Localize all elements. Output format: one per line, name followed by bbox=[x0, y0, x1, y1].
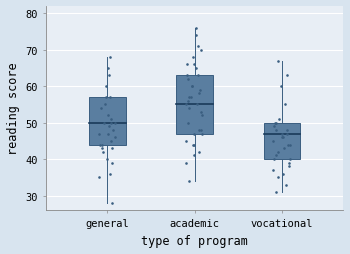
Point bbox=[101, 121, 107, 125]
Point bbox=[273, 128, 279, 132]
Point bbox=[284, 128, 289, 132]
Point bbox=[108, 139, 113, 143]
Point bbox=[271, 168, 276, 172]
Point bbox=[286, 161, 292, 165]
Point bbox=[99, 147, 105, 151]
Point bbox=[196, 45, 201, 49]
X-axis label: type of program: type of program bbox=[141, 234, 248, 247]
Point bbox=[113, 136, 118, 140]
Point bbox=[194, 34, 199, 38]
Point bbox=[189, 96, 194, 100]
Point bbox=[194, 67, 199, 71]
Point bbox=[107, 56, 113, 60]
Point bbox=[273, 154, 279, 158]
Bar bbox=[89, 98, 126, 145]
Point bbox=[183, 103, 189, 107]
Point bbox=[105, 157, 110, 162]
Point bbox=[190, 56, 196, 60]
Point bbox=[284, 132, 289, 136]
Point bbox=[108, 118, 114, 122]
Point bbox=[282, 103, 288, 107]
Point bbox=[280, 172, 285, 176]
Point bbox=[199, 114, 204, 118]
Point bbox=[271, 157, 277, 162]
Point bbox=[186, 179, 192, 183]
Point bbox=[185, 77, 191, 82]
Point bbox=[198, 49, 204, 53]
Point bbox=[196, 128, 202, 132]
Point bbox=[276, 118, 281, 122]
Point bbox=[103, 103, 108, 107]
Point bbox=[112, 121, 118, 125]
Point bbox=[104, 96, 109, 100]
Point bbox=[281, 147, 287, 151]
Point bbox=[96, 176, 102, 180]
Point bbox=[284, 183, 289, 187]
Point bbox=[275, 176, 281, 180]
Point bbox=[196, 74, 201, 78]
Point bbox=[110, 128, 116, 132]
Point bbox=[192, 132, 197, 136]
Point bbox=[109, 201, 115, 205]
Point bbox=[108, 121, 114, 125]
Point bbox=[199, 132, 205, 136]
Point bbox=[287, 157, 293, 162]
Point bbox=[280, 136, 285, 140]
Point bbox=[190, 143, 196, 147]
Point bbox=[186, 107, 192, 111]
Point bbox=[189, 85, 194, 89]
Point bbox=[185, 99, 191, 103]
Point bbox=[271, 125, 277, 129]
Point bbox=[197, 88, 203, 92]
Point bbox=[107, 172, 113, 176]
Point bbox=[279, 132, 285, 136]
Point bbox=[96, 132, 101, 136]
Bar bbox=[176, 76, 213, 134]
Point bbox=[191, 63, 197, 67]
Point bbox=[98, 107, 104, 111]
Point bbox=[191, 154, 197, 158]
Point bbox=[109, 147, 115, 151]
Point bbox=[196, 92, 202, 96]
Point bbox=[105, 132, 111, 136]
Point bbox=[104, 85, 109, 89]
Point bbox=[273, 121, 278, 125]
Point bbox=[285, 143, 291, 147]
Point bbox=[196, 150, 201, 154]
Point bbox=[105, 67, 111, 71]
Point bbox=[189, 85, 195, 89]
Point bbox=[198, 110, 204, 114]
Point bbox=[185, 74, 190, 78]
Point bbox=[183, 161, 189, 165]
Point bbox=[194, 103, 200, 107]
Bar bbox=[264, 123, 300, 160]
Point bbox=[285, 74, 290, 78]
Point bbox=[198, 128, 204, 132]
Point bbox=[272, 121, 278, 125]
Point bbox=[97, 143, 103, 147]
Point bbox=[105, 114, 111, 118]
Point bbox=[275, 59, 281, 64]
Point bbox=[100, 150, 105, 154]
Point bbox=[273, 190, 279, 194]
Point bbox=[280, 136, 286, 140]
Point bbox=[271, 139, 276, 143]
Point bbox=[192, 143, 197, 147]
Point bbox=[107, 74, 112, 78]
Point bbox=[183, 139, 189, 143]
Point bbox=[186, 96, 191, 100]
Point bbox=[108, 96, 113, 100]
Point bbox=[279, 85, 284, 89]
Point bbox=[107, 125, 112, 129]
Y-axis label: reading score: reading score bbox=[7, 62, 20, 155]
Point bbox=[184, 63, 190, 67]
Point bbox=[109, 161, 114, 165]
Point bbox=[287, 143, 293, 147]
Point bbox=[99, 143, 104, 147]
Point bbox=[193, 27, 198, 31]
Point bbox=[185, 121, 191, 125]
Point bbox=[275, 150, 281, 154]
Point bbox=[286, 165, 292, 169]
